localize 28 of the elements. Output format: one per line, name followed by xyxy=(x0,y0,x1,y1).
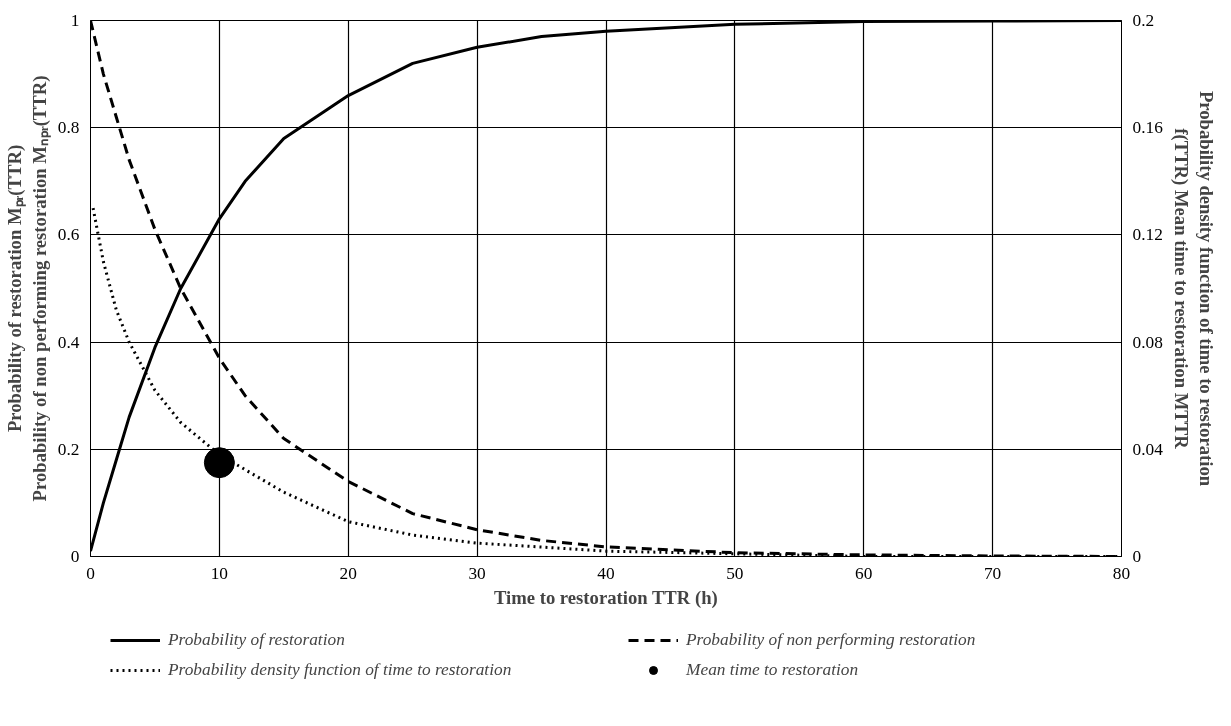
x-tick-label: 80 xyxy=(1112,563,1131,583)
x-tick-label: 70 xyxy=(983,563,1002,583)
legend-label: Probability of non performing restoration xyxy=(686,630,977,650)
y-tick-label: 0.4 xyxy=(57,332,80,352)
y-tick-label: 0.8 xyxy=(57,118,80,138)
legend-label: Mean time to restoration xyxy=(686,660,860,680)
x-axis-title: Time to restoration TTR (h) xyxy=(493,586,718,609)
y2-tick-label: 0.04 xyxy=(1132,439,1164,459)
y-tick-label: 0.2 xyxy=(57,439,80,459)
y2-tick-label: 0.08 xyxy=(1132,332,1163,352)
y-axis-title: Probability of restoration Mₚᵣ(TTR) Probability of non performing restoration Mₙₚᵣ(TTR) xyxy=(3,75,51,502)
y2-tick-label: 0.12 xyxy=(1132,225,1163,245)
x-tick-label: 20 xyxy=(339,563,357,583)
x-tick-label: 30 xyxy=(468,563,486,583)
legend-label: Probability density function of time to restoration xyxy=(168,660,513,680)
x-tick-label: 10 xyxy=(210,563,229,583)
x-tick-label: 50 xyxy=(726,563,744,583)
x-tick-label: 40 xyxy=(597,563,615,583)
y2-tick-label: 0.2 xyxy=(1132,11,1155,30)
y2-axis-title: Probability density function of time to restoration f(TTR) Mean time to restoration MTTR xyxy=(1169,90,1218,487)
x-tick-label: 60 xyxy=(855,563,873,583)
legend-label: Probability of restoration xyxy=(168,630,346,650)
x-tick-label: 0 xyxy=(86,563,95,583)
y-tick-label: 0.6 xyxy=(57,225,80,245)
y2-tick-label: 0.16 xyxy=(1132,118,1164,138)
y2-tick-label: 0 xyxy=(1132,547,1142,566)
y-tick-label: 0 xyxy=(70,547,80,566)
y-tick-label: 1 xyxy=(70,11,80,30)
